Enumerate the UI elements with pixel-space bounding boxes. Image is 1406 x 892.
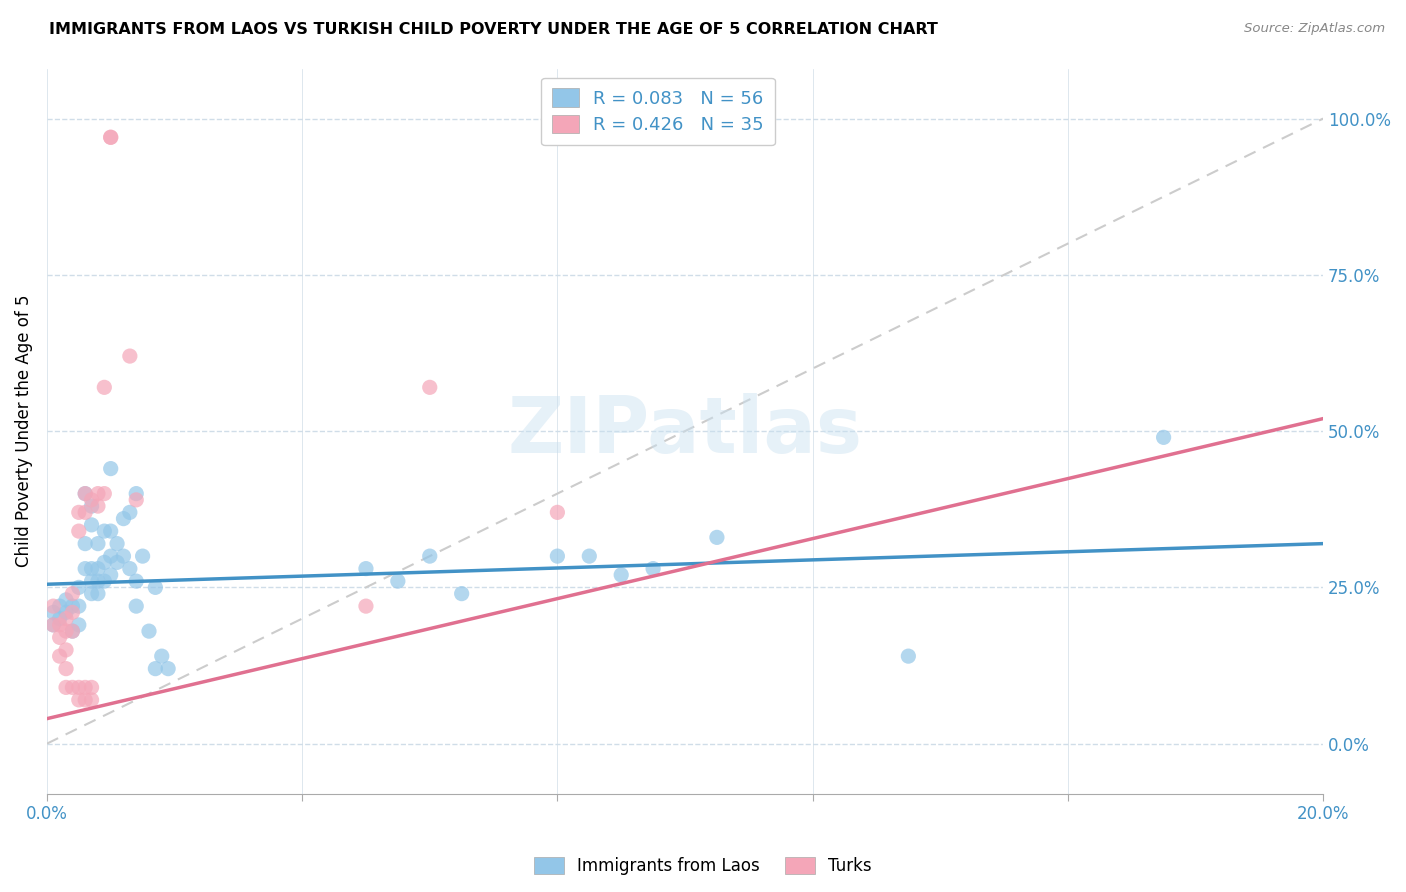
Point <box>42 606 65 620</box>
Point <box>93 574 115 588</box>
Point <box>150 649 173 664</box>
Point <box>131 549 153 563</box>
Point <box>80 587 103 601</box>
Point <box>157 662 180 676</box>
Point <box>100 130 122 145</box>
Point <box>75 486 97 500</box>
Point <box>93 524 115 538</box>
Point <box>80 517 103 532</box>
Point <box>62 624 84 639</box>
Point <box>87 587 110 601</box>
Point <box>100 567 122 582</box>
Point <box>62 599 84 614</box>
Point <box>105 555 128 569</box>
Point <box>643 561 665 575</box>
Point <box>55 662 77 676</box>
Point <box>125 492 148 507</box>
Text: ZIPatlas: ZIPatlas <box>508 393 862 469</box>
Point <box>67 599 90 614</box>
Point <box>93 380 115 394</box>
Point <box>118 505 141 519</box>
Point <box>75 486 97 500</box>
Point <box>48 618 70 632</box>
Point <box>546 505 568 519</box>
Point <box>450 587 472 601</box>
Point <box>48 612 70 626</box>
Point <box>48 649 70 664</box>
Point <box>80 574 103 588</box>
Point <box>387 574 409 588</box>
Point <box>354 561 377 575</box>
Point <box>419 549 441 563</box>
Point <box>62 681 84 695</box>
Y-axis label: Child Poverty Under the Age of 5: Child Poverty Under the Age of 5 <box>15 295 32 567</box>
Point <box>75 681 97 695</box>
Point <box>67 505 90 519</box>
Point <box>55 606 77 620</box>
Point <box>87 536 110 550</box>
Point <box>93 486 115 500</box>
Point <box>42 618 65 632</box>
Point <box>125 486 148 500</box>
Point <box>87 486 110 500</box>
Point <box>100 524 122 538</box>
Point <box>87 561 110 575</box>
Point <box>897 649 920 664</box>
Point <box>80 561 103 575</box>
Point <box>112 511 135 525</box>
Point <box>100 549 122 563</box>
Point <box>55 643 77 657</box>
Point <box>75 536 97 550</box>
Point <box>67 681 90 695</box>
Point <box>67 580 90 594</box>
Point <box>75 693 97 707</box>
Point <box>62 587 84 601</box>
Point <box>87 574 110 588</box>
Point <box>145 580 167 594</box>
Point <box>80 693 103 707</box>
Legend: Immigrants from Laos, Turks: Immigrants from Laos, Turks <box>526 849 880 884</box>
Point <box>55 624 77 639</box>
Point <box>48 599 70 614</box>
Point <box>112 549 135 563</box>
Point <box>1153 430 1175 444</box>
Point <box>75 561 97 575</box>
Point <box>546 549 568 563</box>
Point <box>75 505 97 519</box>
Point <box>67 618 90 632</box>
Point <box>80 492 103 507</box>
Point <box>610 567 633 582</box>
Point <box>138 624 160 639</box>
Point <box>125 599 148 614</box>
Point <box>42 599 65 614</box>
Point <box>55 593 77 607</box>
Point <box>42 618 65 632</box>
Point <box>67 693 90 707</box>
Point <box>100 461 122 475</box>
Point <box>55 612 77 626</box>
Point <box>125 574 148 588</box>
Point <box>118 561 141 575</box>
Point <box>80 681 103 695</box>
Point <box>105 536 128 550</box>
Text: IMMIGRANTS FROM LAOS VS TURKISH CHILD POVERTY UNDER THE AGE OF 5 CORRELATION CHA: IMMIGRANTS FROM LAOS VS TURKISH CHILD PO… <box>49 22 938 37</box>
Point <box>93 555 115 569</box>
Point <box>55 681 77 695</box>
Point <box>80 499 103 513</box>
Point <box>62 624 84 639</box>
Point <box>706 530 728 544</box>
Point <box>354 599 377 614</box>
Text: Source: ZipAtlas.com: Source: ZipAtlas.com <box>1244 22 1385 36</box>
Point <box>100 130 122 145</box>
Point <box>578 549 600 563</box>
Point <box>67 524 90 538</box>
Point <box>62 606 84 620</box>
Point <box>419 380 441 394</box>
Point <box>87 499 110 513</box>
Point <box>48 631 70 645</box>
Point <box>118 349 141 363</box>
Point <box>145 662 167 676</box>
Legend: R = 0.083   N = 56, R = 0.426   N = 35: R = 0.083 N = 56, R = 0.426 N = 35 <box>541 78 775 145</box>
